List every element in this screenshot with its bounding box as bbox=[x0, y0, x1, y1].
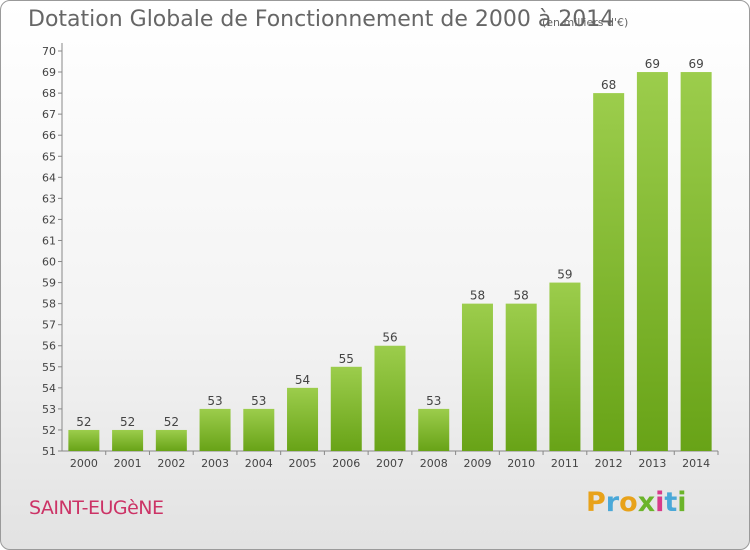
x-tick-label: 2011 bbox=[551, 457, 579, 470]
bar bbox=[199, 408, 231, 451]
proxiti-logo: Proxiti bbox=[586, 487, 687, 518]
value-label: 68 bbox=[601, 78, 616, 92]
logo-letter: i bbox=[655, 487, 665, 518]
x-tick-label: 2009 bbox=[463, 457, 491, 470]
y-tick-label: 53 bbox=[42, 403, 56, 416]
y-tick-label: 63 bbox=[42, 192, 56, 205]
value-label: 69 bbox=[688, 57, 703, 71]
value-label: 53 bbox=[207, 394, 222, 408]
y-tick-label: 61 bbox=[42, 234, 56, 247]
x-tick-label: 2006 bbox=[332, 457, 360, 470]
x-tick-label: 2010 bbox=[507, 457, 535, 470]
y-tick-label: 56 bbox=[42, 340, 56, 353]
x-tick-label: 2008 bbox=[420, 457, 448, 470]
y-tick-label: 51 bbox=[42, 445, 56, 458]
bar bbox=[243, 408, 275, 451]
x-tick-label: 2004 bbox=[245, 457, 273, 470]
logo-letter: P bbox=[586, 487, 606, 518]
x-tick-label: 2002 bbox=[157, 457, 185, 470]
x-tick-label: 2007 bbox=[376, 457, 404, 470]
y-tick-label: 70 bbox=[42, 45, 56, 58]
y-tick-label: 57 bbox=[42, 319, 56, 332]
x-tick-label: 2012 bbox=[595, 457, 623, 470]
bar bbox=[549, 282, 581, 451]
x-tick-label: 2001 bbox=[114, 457, 142, 470]
value-label: 52 bbox=[164, 415, 179, 429]
value-label: 56 bbox=[382, 331, 397, 345]
value-label: 69 bbox=[645, 57, 660, 71]
chart-title: Dotation Globale de Fonctionnement de 20… bbox=[28, 7, 615, 32]
y-tick-label: 55 bbox=[42, 361, 56, 374]
logo-letter: x bbox=[637, 487, 656, 518]
commune-name: SAINT-EUGèNE bbox=[29, 497, 164, 519]
x-tick-label: 2014 bbox=[682, 457, 710, 470]
y-tick-label: 64 bbox=[42, 171, 56, 184]
value-label: 52 bbox=[76, 415, 91, 429]
bar bbox=[680, 72, 712, 451]
logo-letter: i bbox=[677, 487, 687, 518]
x-tick-label: 2005 bbox=[289, 457, 317, 470]
y-tick-label: 58 bbox=[42, 298, 56, 311]
value-label: 58 bbox=[514, 289, 529, 303]
value-label: 53 bbox=[251, 394, 266, 408]
value-label: 54 bbox=[295, 373, 310, 387]
bar bbox=[636, 72, 668, 451]
logo-letter: t bbox=[664, 487, 678, 518]
bar bbox=[593, 93, 625, 452]
y-tick-label: 65 bbox=[42, 150, 56, 163]
value-label: 58 bbox=[470, 289, 485, 303]
y-tick-label: 59 bbox=[42, 277, 56, 290]
bar bbox=[155, 429, 187, 451]
value-label: 55 bbox=[339, 352, 354, 366]
value-label: 53 bbox=[426, 394, 441, 408]
bar bbox=[330, 366, 362, 451]
logo-letter: o bbox=[619, 487, 638, 518]
bar bbox=[374, 345, 406, 451]
x-tick-label: 2000 bbox=[70, 457, 98, 470]
logo-letter: r bbox=[605, 487, 620, 518]
chart-subtitle: (en milliers d'€) bbox=[542, 16, 629, 29]
x-tick-label: 2003 bbox=[201, 457, 229, 470]
y-tick-label: 52 bbox=[42, 424, 56, 437]
value-label: 52 bbox=[120, 415, 135, 429]
bar bbox=[68, 429, 100, 451]
x-tick-label: 2013 bbox=[638, 457, 666, 470]
y-tick-label: 66 bbox=[42, 129, 56, 142]
y-tick-label: 68 bbox=[42, 87, 56, 100]
bar bbox=[505, 303, 537, 451]
bar bbox=[418, 408, 450, 451]
y-tick-label: 67 bbox=[42, 108, 56, 121]
bar bbox=[287, 387, 319, 451]
y-tick-label: 60 bbox=[42, 256, 56, 269]
bar bbox=[461, 303, 493, 451]
y-tick-label: 62 bbox=[42, 213, 56, 226]
value-label: 59 bbox=[557, 268, 572, 282]
y-tick-label: 54 bbox=[42, 382, 56, 395]
bar bbox=[112, 429, 144, 451]
y-tick-label: 69 bbox=[42, 66, 56, 79]
